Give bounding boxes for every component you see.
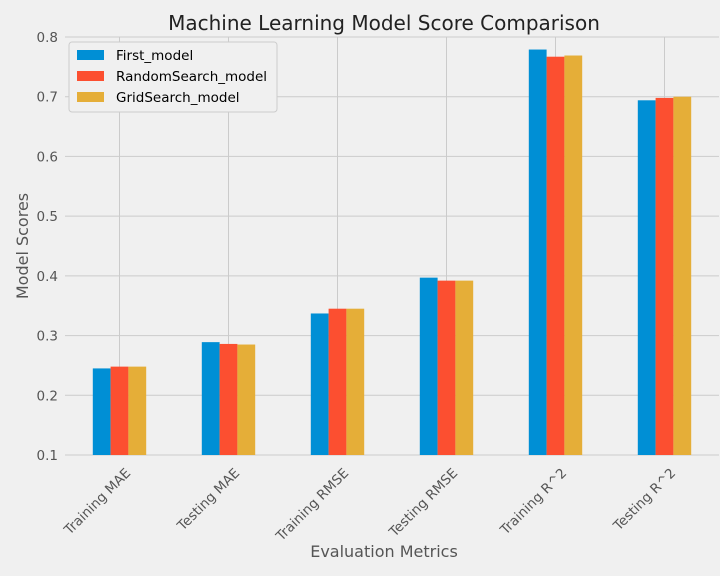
bar (219, 343, 238, 455)
y-tick-label: 0.8 (37, 30, 58, 46)
x-tick-label: Training MAE (61, 465, 135, 539)
x-tick-labels: Training MAE Testing MAE Training RMSE Test… (61, 465, 680, 545)
bar (437, 280, 456, 455)
bar (455, 280, 474, 455)
y-tick-label: 0.7 (37, 90, 58, 106)
x-tick-label: Training RMSE (272, 465, 352, 545)
bar (201, 342, 220, 455)
legend-box (68, 41, 278, 113)
y-tick-label: 0.4 (37, 269, 58, 285)
bar (655, 97, 674, 455)
x-axis-label: Evaluation Metrics (310, 542, 458, 561)
legend: First_model RandomSearch_model GridSearch_… (68, 41, 278, 113)
bar (328, 308, 347, 455)
y-tick-label: 0.1 (37, 448, 58, 464)
legend-swatch (77, 92, 104, 102)
bar (546, 56, 565, 455)
bar (528, 49, 547, 455)
bar (346, 308, 365, 455)
bar (637, 100, 656, 455)
legend-swatch (77, 50, 104, 60)
legend-label: First_model (116, 48, 193, 64)
bar (310, 313, 329, 455)
y-tick-label: 0.6 (37, 149, 58, 165)
x-tick-label: Testing R^2 (610, 465, 679, 534)
x-tick-label: Training R^2 (497, 465, 570, 538)
y-axis-label: Model Scores (13, 193, 32, 299)
legend-swatch (77, 71, 104, 81)
y-tick-label: 0.2 (37, 388, 58, 404)
y-tick-label: 0.3 (37, 329, 58, 345)
y-tick-label: 0.5 (37, 209, 58, 225)
legend-label: GridSearch_model (116, 90, 240, 106)
bar (237, 344, 256, 455)
bar (92, 368, 111, 455)
bar (419, 277, 438, 455)
bar (564, 55, 583, 456)
bar (673, 96, 692, 455)
bars (92, 49, 692, 456)
chart-title: Machine Learning Model Score Comparison (168, 11, 600, 35)
x-tick-label: Testing RMSE (386, 465, 462, 541)
legend-label: RandomSearch_model (116, 69, 267, 85)
bar (110, 366, 129, 455)
y-tick-labels: 0.1 0.2 0.3 0.4 0.5 0.6 0.7 0.8 (37, 30, 58, 464)
x-tick-label: Testing MAE (174, 465, 243, 534)
bar (128, 366, 147, 455)
